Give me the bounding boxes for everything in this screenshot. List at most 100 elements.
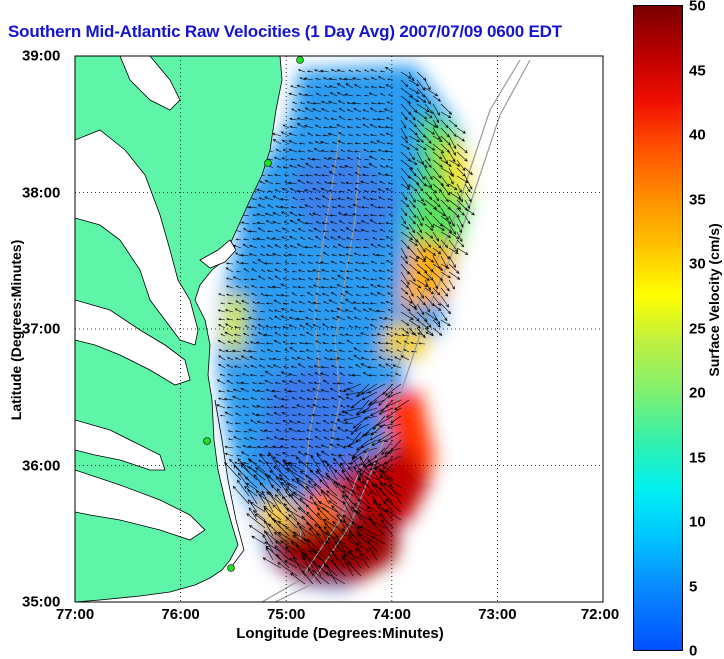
velocity-vector — [273, 325, 282, 329]
velocity-vector — [440, 207, 449, 221]
velocity-vector — [334, 469, 346, 481]
velocity-vector — [320, 365, 330, 369]
velocity-vector — [273, 465, 290, 481]
velocity-vector — [432, 239, 442, 249]
velocity-vector — [306, 405, 314, 409]
velocity-vector — [243, 364, 250, 369]
colorbar-label: Surface Velocity (cm/s) — [706, 223, 722, 377]
velocity-vector — [341, 469, 354, 489]
velocity-vector — [456, 159, 466, 172]
velocity-vector — [292, 334, 298, 337]
velocity-vector — [440, 239, 449, 249]
velocity-vector — [424, 191, 433, 201]
velocity-vector — [464, 191, 472, 203]
velocity-vector — [340, 302, 346, 305]
velocity-vector — [249, 374, 258, 377]
velocity-vector — [276, 165, 282, 169]
velocity-vector — [345, 246, 354, 249]
velocity-vector — [296, 117, 306, 121]
station-marker[interactable] — [227, 564, 235, 572]
velocity-vector — [340, 293, 346, 297]
velocity-vector — [368, 163, 378, 169]
velocity-vector — [416, 223, 423, 234]
velocity-vector — [281, 211, 290, 217]
velocity-vector — [403, 340, 410, 345]
velocity-vector — [408, 223, 416, 234]
velocity-vector — [400, 231, 414, 241]
velocity-vector — [341, 407, 362, 414]
velocity-vector — [288, 420, 298, 425]
velocity-vector — [297, 213, 306, 217]
velocity-vector — [400, 143, 410, 150]
velocity-vector — [355, 246, 362, 249]
velocity-vector — [440, 279, 450, 292]
velocity-vector — [347, 118, 354, 121]
velocity-vectors — [216, 66, 475, 585]
velocity-vector — [424, 295, 435, 307]
velocity-vector — [345, 181, 354, 185]
velocity-vector — [342, 439, 362, 449]
station-marker[interactable] — [296, 56, 304, 64]
velocity-vector — [338, 253, 346, 257]
velocity-vector — [236, 261, 242, 265]
x-tick-label: 76:00 — [161, 606, 200, 623]
velocity-vector — [313, 381, 322, 385]
velocity-vector — [320, 389, 330, 393]
velocity-vector — [338, 116, 346, 121]
velocity-vector — [281, 496, 298, 513]
velocity-vector — [448, 159, 461, 167]
velocity-vector — [456, 183, 462, 194]
velocity-vector — [296, 123, 306, 129]
velocity-vector — [272, 456, 290, 473]
velocity-vector — [376, 333, 386, 337]
velocity-vector — [379, 317, 386, 321]
velocity-vector — [432, 167, 442, 179]
station-marker[interactable] — [264, 159, 272, 167]
velocity-vector — [332, 382, 338, 385]
velocity-vector — [395, 340, 402, 345]
velocity-vector — [305, 462, 314, 465]
velocity-vector — [289, 342, 298, 345]
velocity-vector — [380, 70, 386, 73]
velocity-vector — [260, 438, 266, 441]
velocity-vector — [408, 95, 420, 103]
velocity-vector — [354, 182, 362, 185]
velocity-vector — [247, 499, 258, 513]
velocity-vector — [356, 486, 370, 505]
velocity-vector — [260, 374, 266, 377]
velocity-vector — [252, 382, 258, 385]
velocity-vector — [251, 198, 258, 201]
velocity-vector — [304, 474, 322, 489]
velocity-vector — [257, 318, 266, 321]
velocity-vector — [227, 341, 234, 345]
velocity-vector — [301, 261, 306, 265]
velocity-vector — [348, 325, 354, 329]
velocity-vector — [376, 284, 386, 289]
velocity-vector — [321, 195, 330, 201]
velocity-vector — [352, 213, 362, 217]
velocity-vector — [307, 157, 314, 161]
velocity-vector — [424, 207, 433, 215]
velocity-vector — [440, 247, 450, 260]
velocity-vector — [464, 215, 471, 225]
velocity-vector — [255, 467, 274, 481]
station-marker[interactable] — [203, 437, 211, 445]
velocity-vector — [258, 197, 266, 201]
velocity-vector — [223, 397, 234, 401]
velocity-vector — [250, 278, 258, 281]
velocity-vector — [401, 334, 410, 337]
velocity-vector — [262, 557, 282, 569]
velocity-vector — [241, 317, 250, 321]
velocity-vector — [400, 183, 411, 190]
velocity-vector — [257, 324, 266, 329]
velocity-vector — [288, 132, 298, 137]
velocity-vector — [224, 445, 234, 449]
velocity-vector — [416, 127, 426, 138]
velocity-vector — [244, 414, 250, 417]
velocity-vector — [368, 155, 378, 161]
velocity-vector — [314, 141, 322, 145]
velocity-vector — [324, 117, 330, 121]
velocity-vector — [400, 295, 413, 304]
velocity-vector — [354, 325, 362, 329]
velocity-vector — [379, 482, 394, 497]
